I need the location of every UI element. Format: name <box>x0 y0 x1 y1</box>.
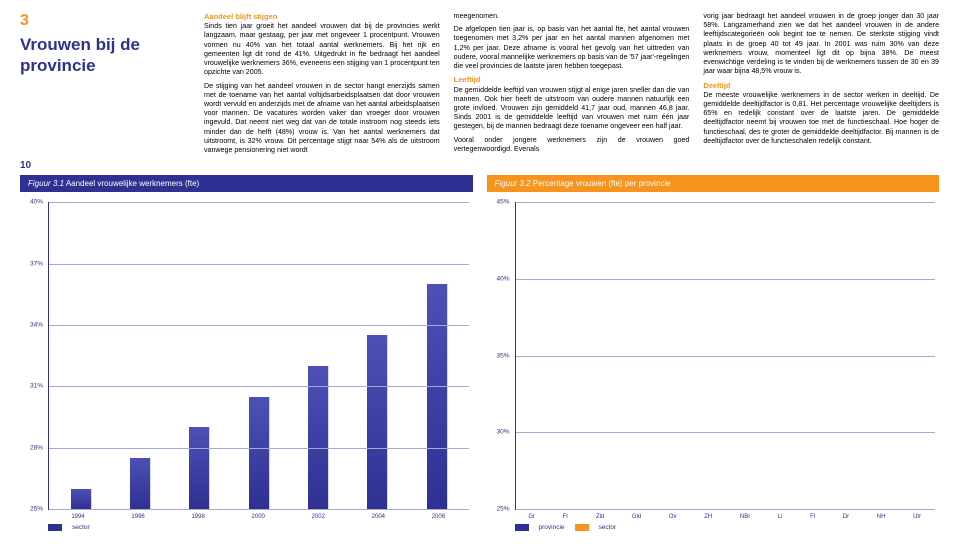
figure-1-chart: 40%37%34%31%28%25% 199419961998200020022… <box>20 196 473 535</box>
column-2: meegenomen. De afgelopen tien jaar is, o… <box>454 12 690 159</box>
bar <box>130 458 150 509</box>
bar <box>71 489 91 509</box>
bar <box>427 284 447 509</box>
figure-1-title: Figuur 3.1 Aandeel vrouwelijke werknemer… <box>20 175 473 192</box>
figure-2-title: Figuur 3.2 Percentage vrouwen (fte) per … <box>487 175 940 192</box>
column-1: Aandeel blijft stijgenSinds tien jaar gr… <box>204 12 440 159</box>
page-number: 10 <box>20 160 31 171</box>
bar <box>367 335 387 509</box>
subhead-leeftijd: Leeftijd <box>454 75 481 84</box>
bar <box>308 366 328 509</box>
subhead-aandeel: Aandeel blijft stijgen <box>204 12 277 21</box>
bar <box>249 397 269 509</box>
chapter-title: Vrouwen bij de provincie <box>20 34 190 77</box>
chapter-number: 3 <box>20 12 190 30</box>
bar <box>189 427 209 509</box>
body-text: Aandeel blijft stijgenSinds tien jaar gr… <box>204 12 939 159</box>
subhead-deeltijd: Deeltijd <box>703 81 730 90</box>
figure-2-chart: 45%40%35%30%25% GrFrZldGldOvZHNBrLiFlDrN… <box>487 196 940 535</box>
column-3: vorig jaar bedraagt het aandeel vrouwen … <box>703 12 939 159</box>
